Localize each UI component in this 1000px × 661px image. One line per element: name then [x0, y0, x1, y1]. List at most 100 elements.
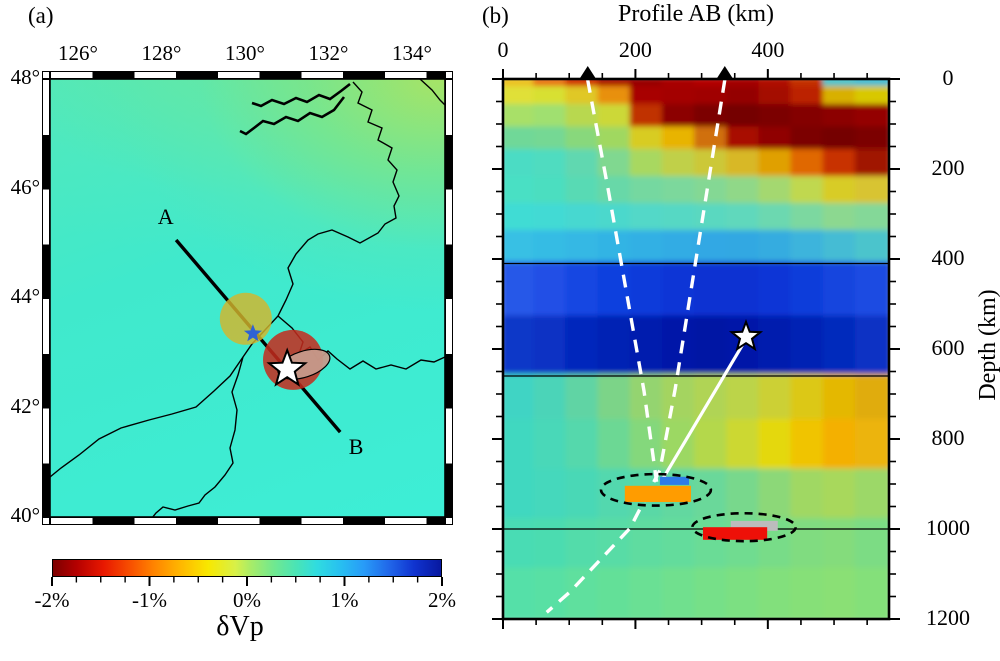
- tomography-cell: [854, 468, 889, 522]
- tomography-cell: [661, 149, 698, 180]
- tomography-cell: [790, 203, 827, 234]
- tomography-cell: [694, 203, 731, 234]
- tomography-cell: [790, 315, 827, 378]
- tomography-cell: [661, 230, 698, 266]
- tomography-cell: [661, 104, 698, 131]
- tomography-cell: [597, 79, 634, 90]
- tomography-cell: [565, 79, 602, 90]
- tomography-cell: [661, 176, 698, 207]
- tomography-cell: [597, 468, 634, 522]
- lat-tick-label: 48°: [10, 65, 40, 89]
- tomography-cell: [597, 261, 634, 320]
- ray-path-dashed-1: [586, 79, 659, 483]
- tomography-cell: [661, 261, 698, 320]
- tomography-cell: [790, 468, 827, 522]
- tomography-cell: [726, 315, 763, 378]
- tomography-cell: [533, 149, 570, 180]
- depth-tick-label: 800: [931, 425, 965, 450]
- tomography-cell: [533, 518, 570, 572]
- colorbar-tick-label: -1%: [132, 588, 167, 612]
- station-triangle: [715, 66, 734, 80]
- tomography-cell: [533, 468, 570, 522]
- colorbar: [52, 559, 442, 577]
- tomography-cell: [694, 419, 731, 473]
- tomography-cell: [597, 419, 634, 473]
- tomography-cell: [790, 126, 827, 153]
- tomography-cell: [758, 104, 795, 131]
- tomography-cell: [503, 203, 538, 234]
- lat-tick-label: 40°: [10, 503, 40, 527]
- tomography-cell: [503, 126, 538, 153]
- tomography-cell: [726, 176, 763, 207]
- tomography-cell: [533, 79, 570, 90]
- tomography-cell: [822, 567, 859, 619]
- tomography-cell: [533, 230, 570, 266]
- tomography-cell: [597, 374, 634, 423]
- tomography-cell: [758, 79, 795, 90]
- tomography-cell: [629, 79, 666, 90]
- lat-tick-label: 44°: [10, 284, 40, 308]
- tomography-cell: [565, 230, 602, 266]
- tomography-cell: [694, 79, 731, 90]
- colorbar-tick-label: 2%: [428, 588, 456, 612]
- tomography-cell: [758, 176, 795, 207]
- tomography-cell: [790, 374, 827, 423]
- tomography-cell: [758, 149, 795, 180]
- map-frame-corner: [445, 71, 453, 79]
- tomography-cell: [790, 79, 827, 90]
- colorbar-tick-label: 0%: [233, 588, 261, 612]
- tomography-cell: [661, 419, 698, 473]
- tomography-cell: [533, 419, 570, 473]
- section-plot-frame: [501, 77, 891, 621]
- tomography-cell: [726, 149, 763, 180]
- tomography-cell: [597, 230, 634, 266]
- tomography-cell: [822, 315, 859, 378]
- tomography-cell: [726, 261, 763, 320]
- tomography-cell: [503, 79, 538, 90]
- lon-tick-label: 126°: [58, 41, 98, 65]
- cluster-rect: [730, 520, 778, 531]
- tomography-cell: [533, 261, 570, 320]
- tomography-cell: [758, 126, 795, 153]
- tomography-cell: [565, 518, 602, 572]
- tomography-cell: [533, 203, 570, 234]
- map-panel-background: [50, 79, 445, 517]
- tomography-cell: [758, 315, 795, 378]
- tomography-cell: [629, 86, 666, 108]
- tomography-cell: [565, 176, 602, 207]
- tomography-cell: [790, 518, 827, 572]
- lon-tick-label: 130°: [225, 41, 265, 65]
- tomography-cell: [790, 261, 827, 320]
- tomography-cell: [661, 86, 698, 108]
- cluster-rect: [702, 527, 768, 540]
- tomography-cell: [854, 176, 889, 207]
- tomography-cell: [503, 468, 538, 522]
- tomography-cell: [629, 315, 666, 378]
- tomography-cell: [629, 261, 666, 320]
- tomography-cell: [854, 126, 889, 153]
- tomography-cell: [629, 203, 666, 234]
- tomography-cell: [822, 126, 859, 153]
- tomography-cell: [661, 315, 698, 378]
- tomography-cell: [629, 149, 666, 180]
- tomography-cell: [597, 149, 634, 180]
- tomography-cell: [694, 518, 731, 572]
- tomography-cell: [597, 126, 634, 153]
- lon-tick-label: 132°: [308, 41, 349, 65]
- map-frame-corner: [445, 517, 453, 525]
- tomography-cell: [661, 374, 698, 423]
- tomography-cell: [503, 315, 538, 378]
- tomography-cell: [822, 230, 859, 266]
- tomography-cell: [533, 126, 570, 153]
- tomography-cell: [854, 315, 889, 378]
- tomography-cell: [726, 567, 763, 619]
- tomography-cell: [694, 567, 731, 619]
- tomography-cell: [822, 419, 859, 473]
- tomography-cell: [726, 86, 763, 108]
- tomography-cell: [790, 86, 827, 108]
- tomography-cell: [822, 86, 859, 108]
- station-triangle: [578, 66, 597, 80]
- lat-tick-label: 46°: [10, 174, 40, 199]
- map-frame-corner: [42, 71, 50, 79]
- tomography-cell: [854, 374, 889, 423]
